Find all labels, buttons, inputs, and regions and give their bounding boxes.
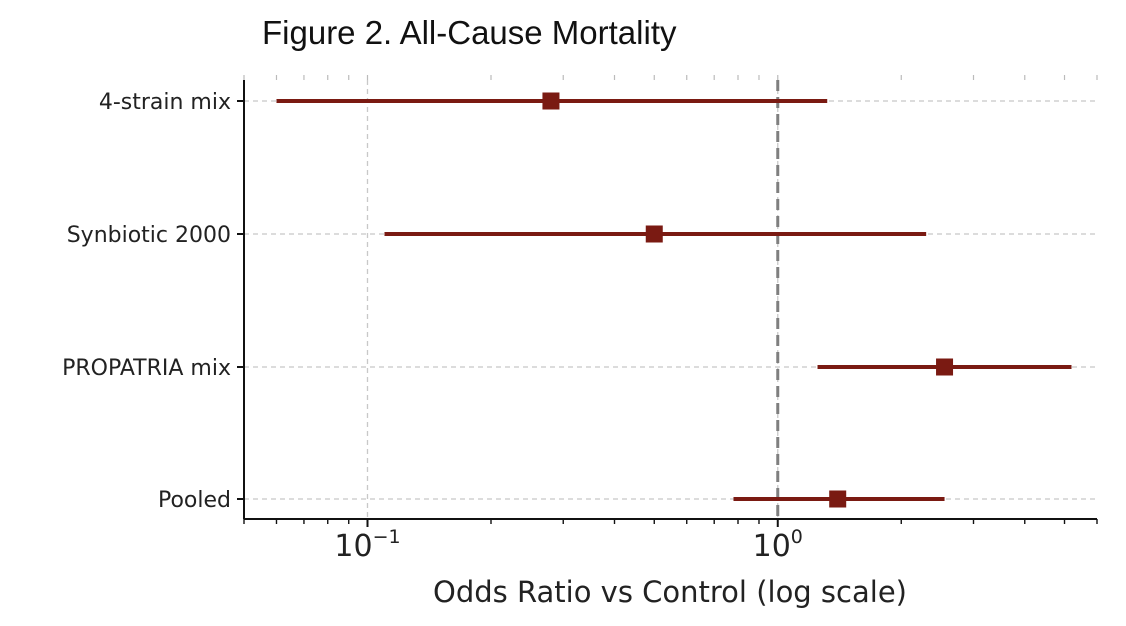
grid-lines [244,80,1097,519]
x-tick-label: 10−1 [334,526,400,564]
point-estimate [829,490,847,508]
axes [237,75,1098,527]
point-estimate [936,358,954,376]
x-axis-label: Odds Ratio vs Control (log scale) [433,575,907,609]
data-marks [276,92,1072,508]
point-estimate [645,225,663,243]
y-tick-label: Pooled [158,488,231,513]
x-tick-label: 100 [753,526,803,564]
axis-labels: 4-strain mix Synbiotic 2000 PROPATRIA mix P… [62,90,803,564]
chart-title: Figure 2. All-Cause Mortality [262,14,677,51]
y-tick-label: Synbiotic 2000 [67,223,231,248]
y-tick-label: PROPATRIA mix [62,356,231,381]
y-tick-label: 4-strain mix [99,90,231,115]
point-estimate [542,92,560,110]
